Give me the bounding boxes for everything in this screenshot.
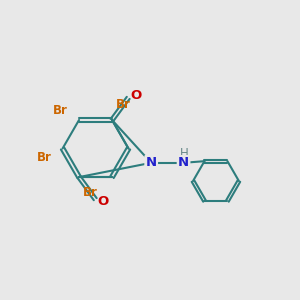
Text: N: N [146, 156, 157, 169]
Text: O: O [98, 195, 109, 208]
Text: Br: Br [37, 152, 52, 164]
Text: H: H [180, 147, 188, 160]
Text: O: O [131, 89, 142, 102]
Text: N: N [178, 156, 189, 169]
Text: Br: Br [83, 186, 98, 199]
Text: Br: Br [116, 98, 130, 111]
Text: Br: Br [53, 104, 68, 117]
